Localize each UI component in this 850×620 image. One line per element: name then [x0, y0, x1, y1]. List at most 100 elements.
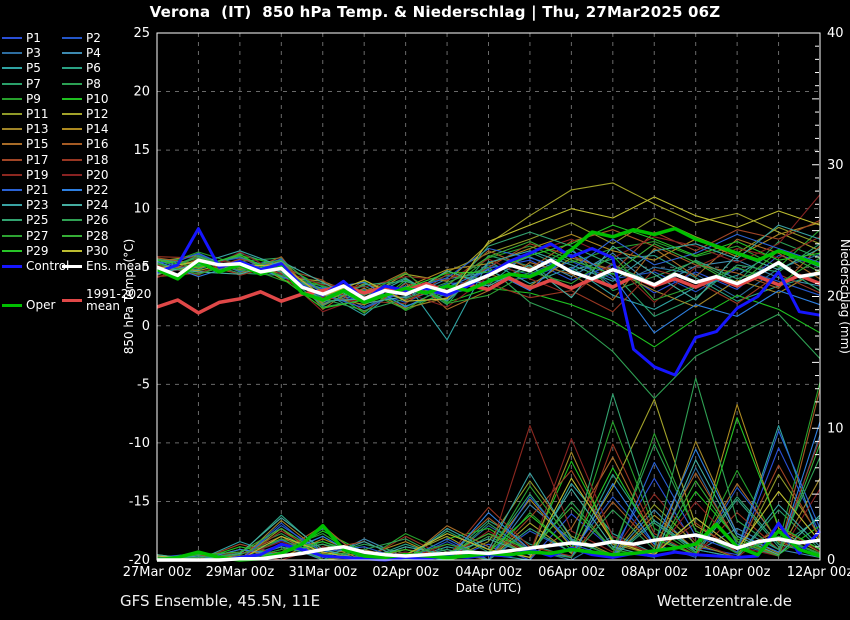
legend-label: P14	[86, 122, 109, 137]
x-axis-label: Date (UTC)	[456, 581, 522, 595]
page-title: Verona (IT) 850 hPa Temp. & Niederschlag…	[149, 3, 721, 21]
legend-item-p22: P22	[62, 183, 109, 197]
x-tick-label: 10Apr 00z	[704, 565, 771, 580]
legend-label: P23	[26, 198, 49, 213]
y-axis-label-right: Niederschlag (mm)	[838, 239, 850, 354]
legend-item-p1: P1	[2, 31, 41, 45]
series-Ens. mean-precip	[157, 533, 821, 562]
legend-swatch	[62, 37, 82, 39]
left-tick-label: -15	[129, 494, 150, 509]
legend-item-ens-mean: Ens. mean	[62, 259, 149, 273]
legend-label: P22	[86, 183, 109, 197]
legend-label: P11	[26, 107, 49, 121]
legend-item-p8: P8	[62, 77, 101, 91]
legend-swatch	[62, 97, 82, 100]
legend-label: P20	[86, 167, 109, 182]
legend-item-p17: P17	[2, 153, 49, 167]
legend-label: P27	[26, 228, 49, 243]
legend-item-p14: P14	[62, 122, 109, 136]
series-P8-temp	[156, 240, 821, 308]
legend-item-p3: P3	[2, 46, 41, 60]
legend-label: P1	[26, 31, 41, 45]
legend-label: Ens. mean	[86, 259, 150, 273]
legend-label: P9	[26, 91, 41, 106]
legend-swatch	[2, 204, 22, 207]
series-P30-temp	[156, 196, 821, 302]
legend-item-p28: P28	[62, 229, 109, 243]
y-axis-label-left: 850 hPa Temp. (°C)	[122, 239, 136, 355]
series-P18-precip	[156, 438, 821, 561]
legend-label: P29	[26, 243, 49, 258]
legend-label: P8	[86, 76, 101, 91]
legend-label: P15	[26, 137, 49, 152]
legend-swatch	[2, 219, 22, 222]
legend-swatch	[2, 128, 22, 131]
legend-swatch	[62, 52, 82, 55]
left-tick-label: 25	[133, 26, 150, 41]
series-P11-precip	[156, 473, 821, 561]
legend-label: P2	[86, 31, 101, 45]
legend-item-p12: P12	[62, 107, 109, 121]
legend-swatch	[62, 249, 82, 252]
x-tick-label: 29Mar 00z	[206, 565, 275, 580]
legend-item-p20: P20	[62, 168, 109, 182]
legend-label: P19	[26, 167, 49, 182]
legend-label: P17	[26, 152, 49, 167]
x-tick-label: 12Apr 00z	[787, 565, 850, 580]
legend-item-p13: P13	[2, 122, 49, 136]
footer-model-info: GFS Ensemble, 45.5N, 11E	[120, 592, 321, 610]
legend-label: 1991-2020 mean	[86, 287, 152, 313]
series-1991-2020 mean-temp	[156, 273, 821, 315]
legend-label: P10	[86, 91, 109, 106]
legend-swatch	[2, 143, 22, 146]
legend-swatch	[2, 97, 22, 100]
right-tick-label: 0	[827, 553, 835, 568]
right-tick-label: 20	[827, 290, 844, 305]
legend-swatch	[2, 234, 22, 237]
legend-swatch	[62, 264, 82, 268]
x-tick-label: 06Apr 00z	[538, 565, 605, 580]
legend: P1 P2 P3 P4 P5 P6 P7 P8 P9 P10 P11 P12 P13 P14 P15 P16 P…	[0, 0, 151, 345]
legend-item-clim-mean: 1991-2020 mean	[62, 287, 151, 313]
legend-swatch	[2, 113, 22, 115]
right-tick-label: 40	[827, 26, 844, 41]
x-tick-label: 31Mar 00z	[288, 565, 357, 580]
legend-label: P25	[26, 213, 49, 228]
series-P23-temp	[156, 224, 821, 302]
legend-item-p16: P16	[62, 137, 109, 151]
legend-item-p21: P21	[2, 183, 49, 197]
legend-label: P26	[86, 213, 109, 228]
legend-swatch	[62, 298, 82, 302]
legend-swatch	[2, 37, 22, 39]
legend-swatch	[2, 82, 22, 85]
legend-item-p27: P27	[2, 229, 49, 243]
series-P28-temp	[156, 240, 821, 310]
left-tick-label: 5	[142, 260, 150, 275]
series-P28-precip	[156, 443, 821, 561]
left-tick-label: -10	[129, 436, 150, 451]
legend-item-p9: P9	[2, 92, 41, 106]
legend-item-p15: P15	[2, 137, 49, 151]
legend-label: P13	[26, 122, 49, 137]
legend-swatch	[62, 143, 82, 146]
legend-item-p2: P2	[62, 31, 101, 45]
legend-item-p10: P10	[62, 92, 109, 106]
x-tick-label: 02Apr 00z	[372, 565, 439, 580]
legend-item-p26: P26	[62, 213, 109, 227]
legend-swatch	[2, 249, 22, 252]
left-tick-label: 15	[133, 143, 150, 158]
legend-swatch	[2, 173, 22, 176]
left-tick-label: 20	[133, 85, 150, 100]
legend-swatch	[2, 67, 22, 70]
legend-label: P21	[26, 183, 49, 197]
legend-label: P6	[86, 61, 101, 76]
legend-label: P28	[86, 228, 109, 243]
legend-label: P5	[26, 61, 41, 76]
legend-label: P12	[86, 107, 109, 121]
legend-label: P4	[86, 46, 101, 61]
series-P20-precip	[157, 438, 821, 561]
legend-swatch	[62, 219, 82, 222]
plot-frame	[156, 32, 821, 561]
legend-swatch	[62, 173, 82, 176]
